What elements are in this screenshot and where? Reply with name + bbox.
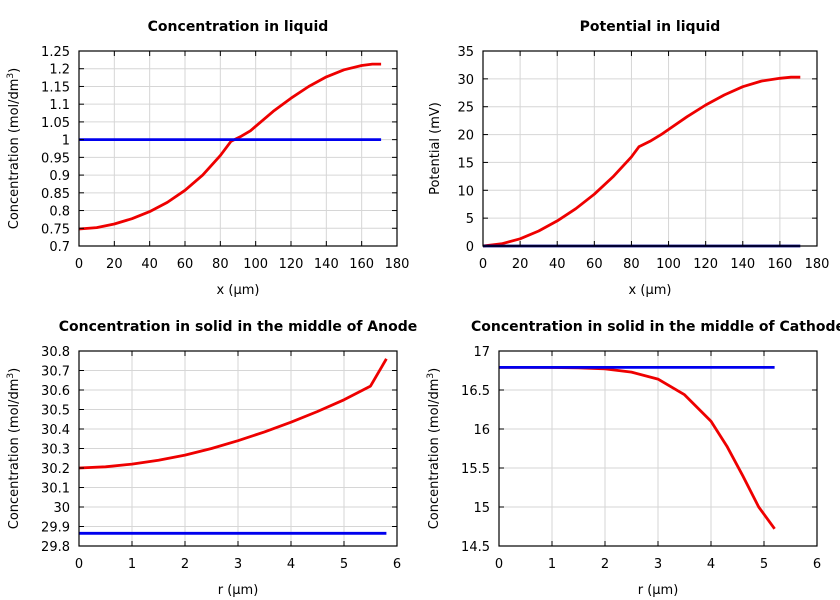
y-tick-label: 10 [457,184,474,199]
y-axis-label: Concentration (mol/dm3) [6,368,22,530]
y-tick-label: 0.7 [49,240,70,255]
y-tick-label: 20 [457,129,474,144]
y-tick-label: 30.6 [41,384,70,399]
y-tick-label: 1.25 [41,45,70,60]
series-line-1 [499,365,776,530]
y-axis-label: Potential (mV) [428,102,443,195]
y-tick-label: 30.8 [41,345,70,360]
y-tick-label: 1 [62,134,70,149]
x-tick-label: 20 [106,257,123,272]
y-tick-label: 30.1 [41,482,70,497]
x-tick-label: 1 [128,557,136,572]
y-tick-label: 0 [466,240,474,255]
x-tick-label: 0 [479,257,487,272]
x-tick-label: 4 [287,557,295,572]
chart-title: Concentration in solid in the middle of … [471,319,840,335]
y-tick-label: 15 [473,501,490,516]
x-tick-label: 80 [623,257,640,272]
x-tick-label: 0 [75,257,83,272]
x-tick-label: 2 [601,557,609,572]
x-tick-label: 20 [512,257,529,272]
x-tick-label: 160 [767,257,792,272]
y-tick-label: 15 [457,156,474,171]
chart-panel-4: 0 1 2 3 4 5 6 14.5 15 15.5 16 16.5 17 Concentration i… [426,319,840,598]
x-tick-label: 6 [393,557,401,572]
y-tick-label: 5 [466,212,474,227]
x-tick-label: 100 [243,257,268,272]
y-tick-label: 1.05 [41,116,70,131]
x-tick-label: 100 [656,257,681,272]
y-tick-label: 0.95 [41,151,70,166]
y-tick-label: 1.2 [49,63,70,78]
x-tick-label: 60 [586,257,603,272]
y-tick-label: 0.75 [41,222,70,237]
y-tick-label: 35 [457,45,474,60]
y-tick-label: 0.9 [49,169,70,184]
chart-title: Concentration in solid in the middle of … [59,319,417,335]
y-tick-label: 29.8 [41,540,70,555]
y-tick-label: 1.1 [49,98,70,113]
plot-frame [482,50,818,247]
y-tick-label: 29.9 [41,521,70,536]
y-tick-label: 16 [473,423,490,438]
x-tick-label: 4 [707,557,715,572]
series-line-1 [482,75,801,248]
x-tick-label: 0 [495,557,503,572]
y-tick-label: 30.7 [41,365,70,380]
chart-panel-1: 0 20 40 60 80 100 120 140 160 180 0.7 0.75 0.8 0.85 0.… [6,19,409,298]
y-tick-label: 15.5 [461,462,490,477]
y-tick-label: 30 [53,501,70,516]
y-axis-label: Concentration (mol/dm3) [426,368,442,530]
x-tick-label: 2 [181,557,189,572]
x-tick-label: 6 [813,557,821,572]
plot-frame [78,50,398,247]
y-tick-label: 1.15 [41,80,70,95]
y-tick-label: 30.2 [41,462,70,477]
x-tick-label: 80 [212,257,229,272]
chart-title: Potential in liquid [580,19,721,35]
x-tick-label: 5 [340,557,348,572]
chart-title: Concentration in liquid [148,19,329,35]
x-tick-label: 120 [693,257,718,272]
x-tick-label: 180 [385,257,410,272]
x-tick-label: 140 [730,257,755,272]
chart-panel-2: 0 20 40 60 80 100 120 140 160 180 0 5 10 15 20 25 30 35 Po… [428,19,829,298]
y-tick-label: 16.5 [461,384,490,399]
x-tick-label: 5 [760,557,768,572]
x-tick-label: 40 [141,257,158,272]
y-tick-label: 17 [473,345,490,360]
y-tick-label: 30.4 [41,423,70,438]
x-tick-label: 160 [349,257,374,272]
x-tick-label: 140 [314,257,339,272]
y-tick-label: 0.85 [41,187,70,202]
x-axis-label: r (µm) [638,583,679,598]
x-tick-label: 0 [75,557,83,572]
series-line-1 [78,62,382,231]
y-axis-label: Concentration (mol/dm3) [6,68,22,230]
x-tick-label: 40 [549,257,566,272]
x-tick-label: 180 [805,257,830,272]
x-tick-label: 3 [654,557,662,572]
chart-panel-3: 0 1 2 3 4 5 6 29.8 29.9 30 30.1 30.2 30.3 30.4 30.5 30.… [6,319,417,598]
y-tick-label: 25 [457,101,474,116]
x-tick-label: 60 [177,257,194,272]
y-tick-label: 30.3 [41,443,70,458]
x-axis-label: x (µm) [629,283,672,298]
x-tick-label: 120 [279,257,304,272]
y-tick-label: 30.5 [41,404,70,419]
y-tick-label: 30 [457,73,474,88]
y-tick-label: 0.8 [49,205,70,220]
y-tick-label: 14.5 [461,540,490,555]
x-axis-label: r (µm) [218,583,259,598]
series-line-1 [78,358,388,470]
x-tick-label: 3 [234,557,242,572]
x-tick-label: 1 [548,557,556,572]
x-axis-label: x (µm) [217,283,260,298]
